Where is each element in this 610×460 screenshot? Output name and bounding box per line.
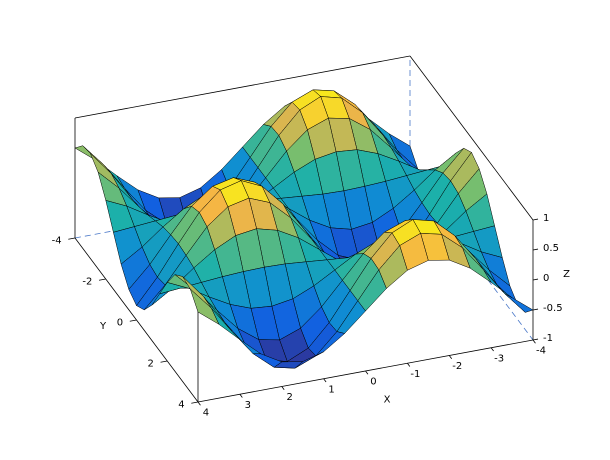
- x-tick: [448, 355, 453, 360]
- x-tick-label: 1: [328, 384, 334, 395]
- z-tick-label: -1: [543, 333, 553, 344]
- z-axis-label: Z: [563, 269, 570, 280]
- z-tick-label: 0: [543, 273, 549, 284]
- box-edge: [409, 55, 534, 221]
- x-tick-label: -2: [452, 361, 462, 372]
- z-tick: [532, 278, 539, 281]
- surface-patch: [504, 293, 534, 313]
- x-tick-label: 3: [245, 400, 251, 411]
- x-tick-label: -1: [410, 369, 420, 380]
- z-tick-label: 0.5: [543, 243, 559, 254]
- y-tick-label: 2: [147, 358, 153, 369]
- y-tick-label: 4: [178, 399, 184, 410]
- y-tick-label: -4: [52, 235, 62, 246]
- z-tick-label: 1: [543, 213, 549, 224]
- x-tick-label: -3: [494, 353, 504, 364]
- y-tick: [98, 278, 106, 281]
- x-tick-label: -4: [536, 346, 546, 357]
- x-tick: [365, 370, 369, 375]
- surface-patch: [190, 288, 220, 325]
- y-tick-label: -2: [82, 276, 92, 287]
- z-tick: [532, 248, 539, 251]
- y-tick: [191, 401, 199, 404]
- y-tick: [129, 319, 137, 322]
- x-tick-label: 4: [203, 408, 209, 419]
- y-axis-label: Y: [99, 321, 107, 332]
- x-axis-label: X: [384, 395, 391, 406]
- x-tick-label: 0: [370, 377, 376, 388]
- x-tick: [323, 378, 327, 383]
- x-tick: [407, 363, 411, 367]
- x-tick: [281, 386, 285, 391]
- z-tick: [532, 308, 539, 311]
- z-tick-label: -0.5: [543, 303, 563, 314]
- x-tick: [490, 347, 494, 352]
- z-tick: [532, 218, 539, 221]
- x-tick: [239, 394, 243, 398]
- x-tick-label: 2: [287, 392, 293, 403]
- x-tick: [532, 339, 536, 344]
- y-tick: [160, 360, 168, 363]
- z-tick: [532, 338, 539, 341]
- y-tick: [68, 237, 76, 240]
- box-edge: [74, 55, 411, 119]
- x-tick: [197, 401, 201, 406]
- y-tick-label: 0: [117, 317, 123, 328]
